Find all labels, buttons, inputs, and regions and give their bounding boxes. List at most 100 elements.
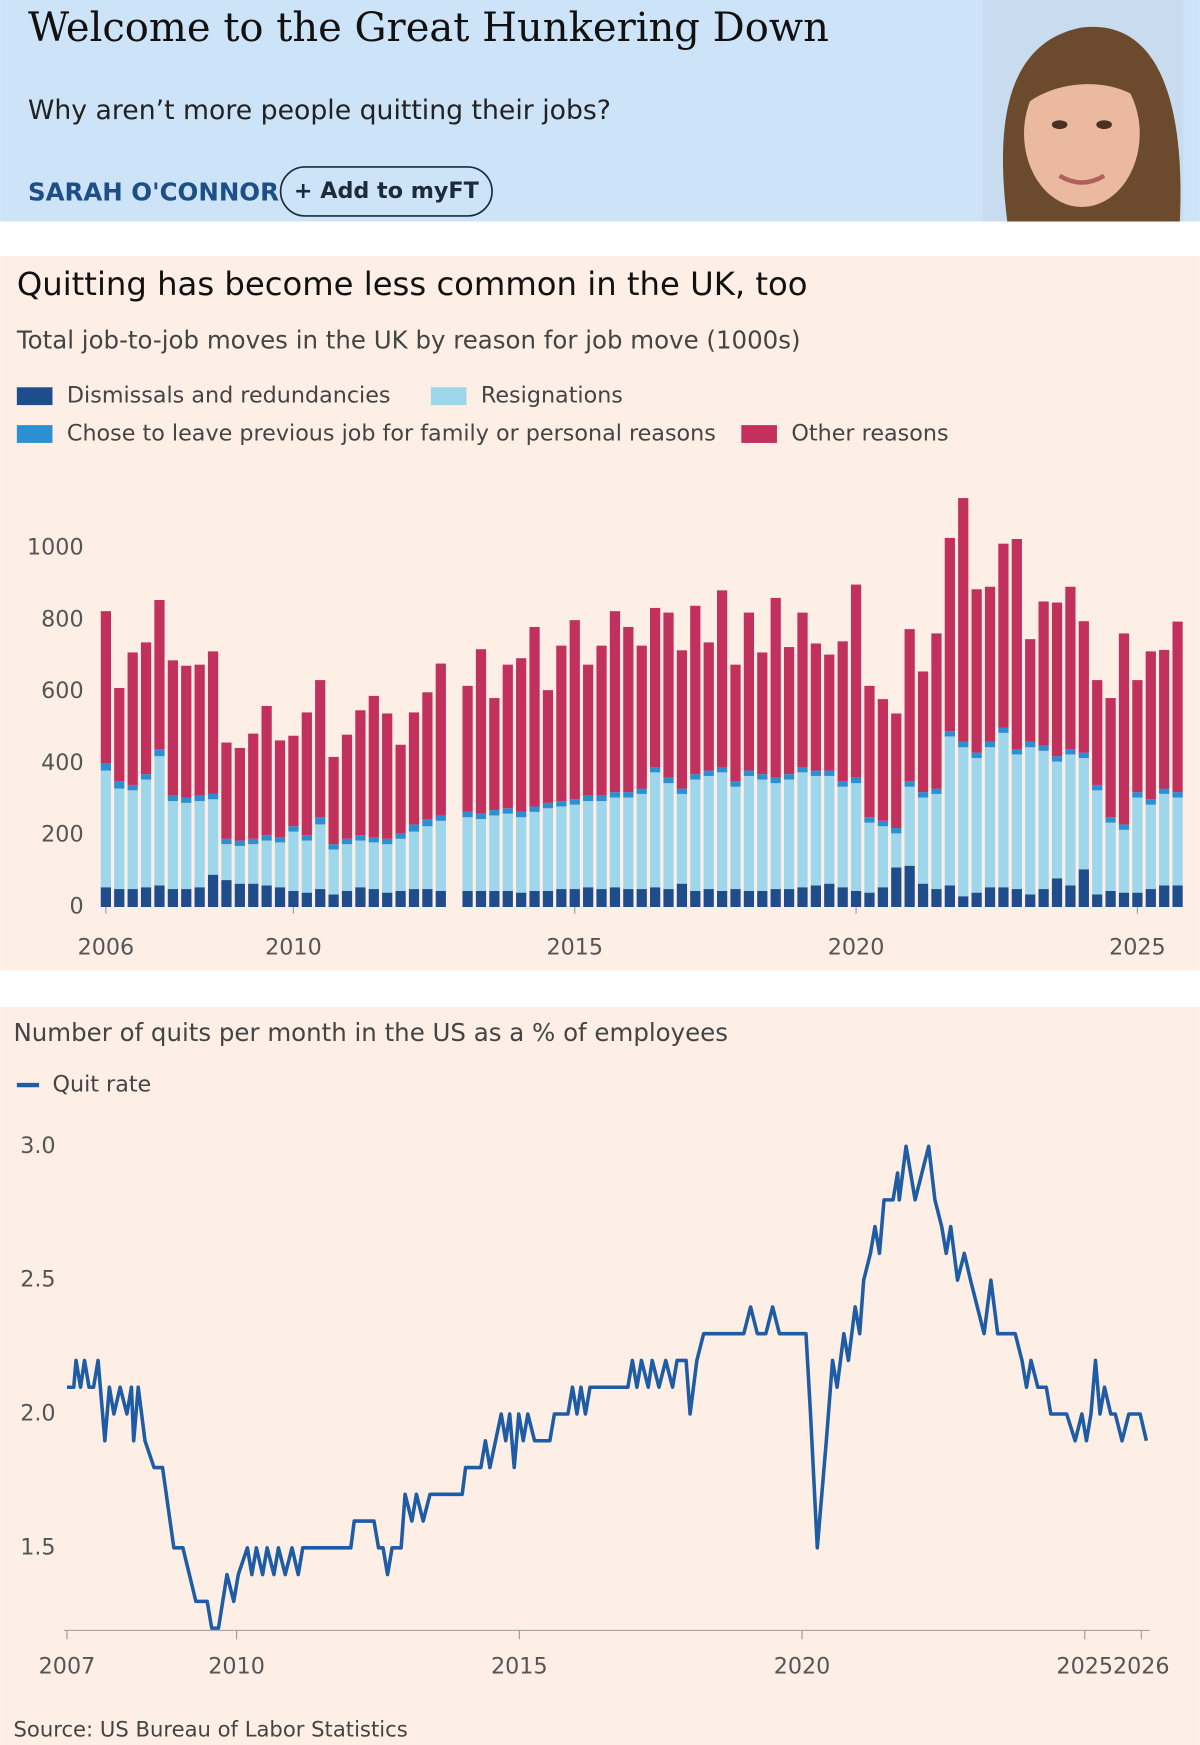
bar-segment <box>516 892 527 907</box>
bar-segment <box>408 824 420 832</box>
bar-segment <box>1172 797 1183 886</box>
bar-segment <box>797 612 808 767</box>
bar-segment <box>355 840 366 888</box>
bar-segment <box>1078 869 1089 907</box>
bar-segment <box>462 890 473 907</box>
bar-segment <box>877 820 888 827</box>
bar-segment <box>1159 793 1170 886</box>
bar-segment <box>127 790 138 890</box>
bar-segment <box>1065 754 1076 886</box>
bar-segment <box>797 887 808 907</box>
bar-segment <box>422 819 433 827</box>
legend-swatch <box>16 387 53 406</box>
bar-segment <box>140 887 152 907</box>
data-line <box>66 1144 1149 1630</box>
bar-segment <box>328 844 339 850</box>
x-tick-label: 2010 <box>208 1654 265 1680</box>
bar-segment <box>1011 749 1022 755</box>
bar-segment <box>395 838 406 891</box>
bar-segment <box>864 685 875 818</box>
bar-segment <box>502 664 513 809</box>
x-tick-label: 2015 <box>491 1654 548 1680</box>
bar-segment <box>1105 817 1116 823</box>
bar-segment <box>917 671 929 793</box>
bar-segment <box>824 654 835 771</box>
follow-button[interactable] <box>279 166 493 217</box>
y-tick-label: 400 <box>41 750 83 776</box>
bar-segment <box>757 890 768 907</box>
bar-segment <box>328 756 339 845</box>
author-name[interactable]: SARAH O'CONNOR <box>28 178 279 207</box>
bar-segment <box>355 887 366 907</box>
bar-segment <box>422 889 433 907</box>
y-tick-label: 600 <box>41 678 83 704</box>
bar-segment <box>810 885 822 907</box>
bar-segment <box>100 887 111 907</box>
bar-segment <box>368 842 379 890</box>
bar-segment <box>207 793 219 800</box>
bar-segment <box>274 887 286 907</box>
bar-segment <box>891 867 902 907</box>
bar-segment <box>757 779 768 891</box>
bar-segment <box>971 892 982 907</box>
bar-segment <box>1172 621 1183 793</box>
x-tick-label: 2010 <box>265 935 322 961</box>
bar-segment <box>475 813 487 820</box>
bar-segment <box>529 890 540 907</box>
bar-segment <box>877 887 888 907</box>
bar-segment <box>435 663 446 816</box>
bar-segment <box>569 804 580 890</box>
bar-segment <box>127 784 138 791</box>
chart-subtitle: Total job-to-job moves in the UK by reas… <box>16 326 801 355</box>
x-tick-label: 2020 <box>774 1654 831 1680</box>
bar-segment <box>650 766 661 773</box>
bar-segment <box>355 710 366 836</box>
bar-segment <box>221 844 232 881</box>
bar-segment <box>542 890 554 907</box>
bar-segment <box>770 597 781 778</box>
bar-segment <box>181 802 192 890</box>
bar-segment <box>716 890 728 907</box>
bar-segment <box>569 799 580 805</box>
bar-segment <box>998 543 1009 728</box>
bar-segment <box>341 734 353 839</box>
bar-segment <box>1105 822 1116 891</box>
bar-segment <box>301 892 312 907</box>
bar-segment <box>207 799 219 875</box>
bar-segment <box>783 647 795 775</box>
bar-segment <box>301 712 312 836</box>
bar-segment <box>636 645 647 789</box>
bar-segment <box>100 763 111 771</box>
author-photo <box>982 0 1184 222</box>
bar-segment <box>971 752 982 759</box>
bar-segment <box>435 815 446 821</box>
bar-segment <box>984 586 996 742</box>
bar-segment <box>1145 889 1156 907</box>
bar-segment <box>221 742 232 839</box>
y-tick-label: 2.5 <box>20 1267 55 1293</box>
y-tick-label: 0 <box>69 893 83 919</box>
bar-segment <box>328 849 339 895</box>
bar-segment <box>1092 790 1103 895</box>
follow-button-label[interactable]: + Add to myFT <box>294 178 480 204</box>
bar-segment <box>261 885 272 907</box>
bar-segment <box>194 795 205 802</box>
bar-segment <box>341 838 353 845</box>
bar-segment <box>140 642 152 775</box>
bar-segment <box>140 779 152 888</box>
x-tick-label: 2020 <box>828 935 885 961</box>
bar-segment <box>435 820 446 891</box>
bar-segment <box>435 890 446 907</box>
bar-segment <box>556 645 567 802</box>
bar-segment <box>583 664 594 796</box>
y-tick-label: 1000 <box>27 534 84 560</box>
x-tick-label: 2025 <box>1109 935 1166 961</box>
bar-segment <box>341 844 353 891</box>
bar-segment <box>837 887 848 907</box>
standfirst: Why aren’t more people quitting their jo… <box>28 95 611 126</box>
bar-segment <box>382 844 393 893</box>
bar-segment <box>1118 824 1130 830</box>
bar-segment <box>462 685 473 812</box>
bar-segment <box>944 537 955 732</box>
bar-segment <box>194 887 205 907</box>
